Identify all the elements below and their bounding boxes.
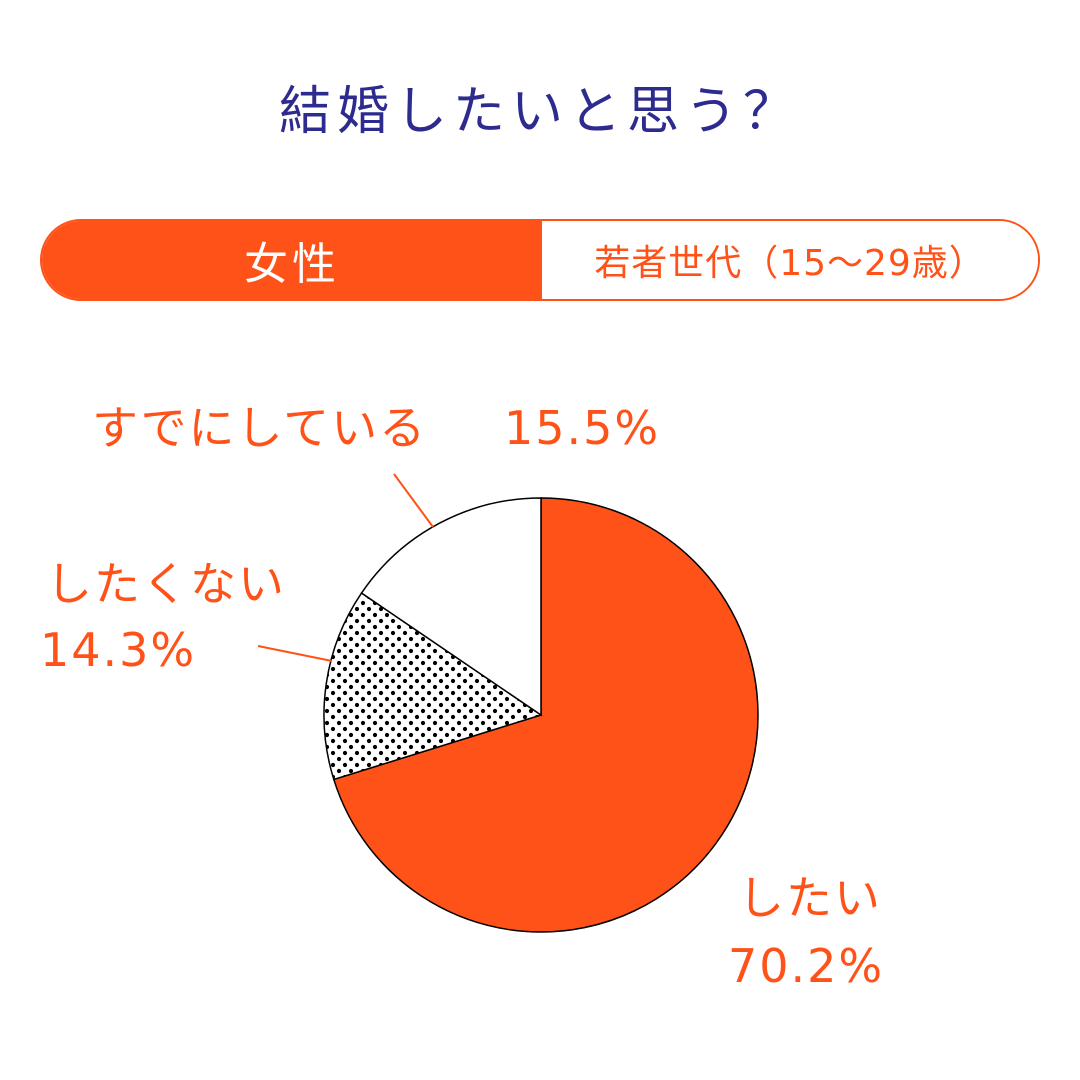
label-dont-want-value: 14.3% [40,623,197,677]
label-dont-want: したくない [46,557,286,611]
label-want: したい [738,871,882,925]
label-already-married: すでにしている [92,396,427,460]
label-already-married-name: すでにしている [92,401,428,455]
segment-age-group: 若者世代（15〜29歳） [542,221,1038,299]
pie-slice-2 [360,497,542,717]
label-already-married-value: 15.5% [504,401,661,455]
leader-line-already [393,473,434,528]
chart-title: 結婚したいと思う？ [278,82,801,142]
segment-bar: 女性 若者世代（15〜29歳） [40,219,1040,301]
pie-slice-1 [323,591,543,781]
pie-slice-0 [332,497,759,933]
leader-line-dont-want [257,645,333,662]
label-want-value: 70.2% [728,939,885,993]
segment-gender: 女性 [42,221,542,299]
